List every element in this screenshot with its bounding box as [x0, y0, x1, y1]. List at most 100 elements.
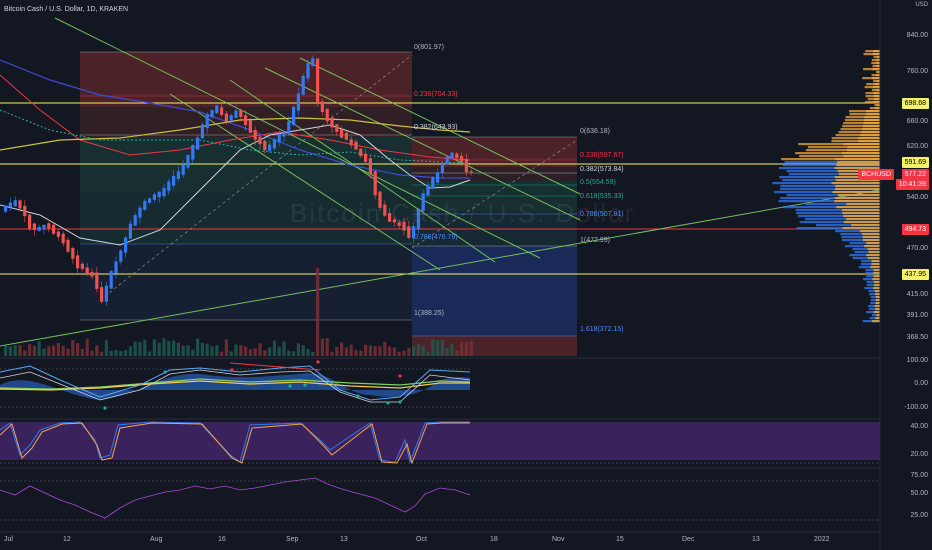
volume-profile-bar: [878, 71, 880, 74]
volume-profile-bar: [840, 128, 880, 131]
volume-bar: [215, 345, 219, 356]
volume-bar: [152, 339, 156, 356]
time-axis-tick: Sep: [286, 536, 299, 543]
volume-profile-bar: [847, 146, 880, 149]
candle-body: [229, 115, 233, 121]
volume-profile-bar: [873, 311, 880, 314]
volume-profile-bar: [799, 221, 880, 224]
volume-bar: [224, 339, 228, 356]
candle-body: [157, 191, 161, 198]
time-axis-tick: 16: [218, 536, 226, 543]
volume-profile-bar: [875, 71, 880, 74]
volume-profile-bar: [854, 251, 880, 254]
candle-body: [114, 261, 118, 274]
volume-profile-bar: [842, 125, 880, 128]
volume-bar: [196, 338, 200, 356]
volume-profile-bar: [872, 53, 880, 56]
volume-profile-bar: [873, 269, 880, 272]
candle-body: [431, 177, 435, 189]
volume-profile-bar: [876, 65, 880, 68]
osc3-axis-tick: 75.00: [910, 472, 928, 479]
candle-body: [32, 223, 36, 230]
volume-bar: [263, 350, 267, 356]
volume-profile-bar: [831, 182, 880, 185]
volume-profile-bar: [843, 215, 880, 218]
volume-bar: [191, 349, 195, 356]
volume-profile-bar: [864, 287, 880, 290]
volume-bar: [181, 345, 185, 356]
volume-profile-bar: [798, 143, 880, 146]
fib-label: 0.382(643.93): [414, 124, 458, 131]
time-axis-tick: Nov: [552, 536, 565, 543]
volume-profile-bar: [862, 236, 880, 239]
candle-body: [181, 164, 185, 175]
volume-profile-bar: [844, 245, 880, 248]
fib-label: 0.786(507.91): [580, 211, 624, 218]
volume-profile-bar: [846, 203, 880, 206]
candle-body: [61, 233, 65, 244]
volume-profile-bar: [871, 260, 880, 263]
time-axis-tick: Dec: [682, 536, 695, 543]
volume-bar: [248, 349, 252, 356]
volume-profile-bar: [837, 161, 880, 164]
price-tag-698: 698.68: [901, 98, 929, 109]
candle-body: [138, 207, 142, 218]
candle-body: [100, 287, 104, 302]
candle-body: [344, 132, 348, 140]
volume-profile-bar: [799, 155, 880, 158]
volume-profile-bar: [864, 86, 880, 89]
volume-profile-bar: [868, 290, 880, 293]
candle-body: [354, 141, 358, 150]
candle-body: [47, 223, 51, 229]
volume-profile-bar: [851, 224, 880, 227]
volume-profile-bar: [866, 110, 880, 113]
candle-body: [340, 129, 344, 138]
fib-label: 1.618(372.15): [580, 326, 624, 333]
candle-body: [282, 131, 286, 137]
volume-profile-bar: [869, 317, 880, 320]
candle-body: [76, 255, 80, 269]
bar-countdown-tag: 10:41:39: [895, 179, 929, 190]
volume-profile-bar: [866, 311, 880, 314]
volume-bar: [109, 350, 113, 356]
volume-profile-bar: [864, 245, 880, 248]
candle-body: [95, 272, 99, 289]
volume-profile-bar: [805, 149, 880, 152]
volume-profile-bar: [845, 116, 880, 119]
candle-body: [436, 172, 440, 183]
volume-profile-bar: [843, 221, 880, 224]
time-axis-tick: 18: [490, 536, 498, 543]
candle-body: [301, 75, 305, 95]
volume-bar: [272, 340, 276, 356]
volume-profile-bar: [849, 254, 880, 257]
volume-profile-bar: [784, 161, 880, 164]
volume-bar: [47, 346, 51, 356]
volume-bar: [364, 344, 368, 356]
volume-profile-bar: [779, 188, 880, 191]
volume-bar: [229, 351, 233, 356]
candle-body: [128, 223, 132, 239]
volume-profile-bar: [866, 284, 880, 287]
volume-profile-bar: [872, 287, 880, 290]
chart-title: Bitcoin Cash / U.S. Dollar, 1D, KRAKEN: [4, 6, 129, 13]
candle-body: [287, 121, 291, 134]
volume-bar: [4, 345, 8, 356]
volume-bar: [52, 345, 56, 356]
volume-profile-bar: [873, 92, 880, 95]
volume-profile-bar: [862, 125, 880, 128]
candle-body: [8, 202, 12, 208]
volume-profile-bar: [842, 227, 880, 230]
currency-unit-label[interactable]: USD: [915, 2, 928, 8]
volume-profile-bar: [872, 320, 880, 323]
candle-body: [388, 213, 392, 222]
volume-profile-bar: [788, 173, 880, 176]
fib-label: 0.236(704.33): [414, 91, 458, 98]
volume-profile-bar: [865, 50, 880, 53]
candle-body: [119, 250, 123, 262]
volume-bar: [128, 346, 132, 356]
volume-profile-bar: [875, 317, 880, 320]
volume-profile-bar: [779, 176, 880, 179]
volume-profile-bar: [843, 155, 880, 158]
candle-body: [368, 158, 372, 175]
